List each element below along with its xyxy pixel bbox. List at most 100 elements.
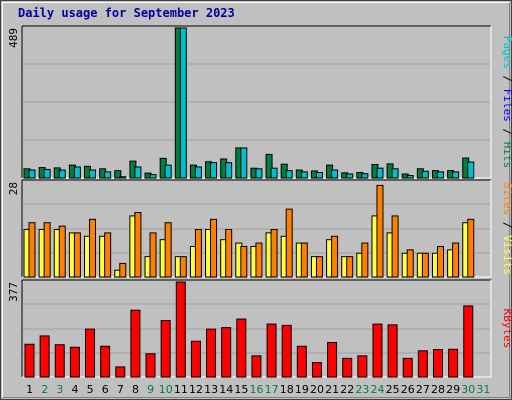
day-label: 30 bbox=[461, 383, 475, 396]
day-label: 5 bbox=[87, 383, 94, 396]
day-label: 22 bbox=[340, 383, 354, 396]
sites-bar bbox=[225, 229, 233, 278]
sites-bar bbox=[421, 252, 429, 278]
sites-bar bbox=[255, 242, 263, 278]
kbytes-bar bbox=[54, 344, 65, 378]
sites-bar bbox=[164, 222, 172, 278]
sites-bar bbox=[270, 229, 278, 278]
sites-bar bbox=[436, 245, 444, 278]
files-bar bbox=[436, 171, 444, 179]
kbytes-bar bbox=[402, 357, 413, 378]
sites-bar bbox=[346, 256, 354, 278]
files-bar bbox=[255, 168, 263, 179]
day-label: 18 bbox=[280, 383, 294, 396]
day-label: 29 bbox=[446, 383, 460, 396]
kbytes-bar bbox=[69, 346, 80, 378]
y-max-label: 28 bbox=[7, 182, 20, 195]
sites-bar bbox=[134, 212, 142, 278]
sites-bar bbox=[391, 215, 399, 278]
files-bar bbox=[28, 169, 36, 179]
files-bar bbox=[240, 147, 248, 179]
kbytes-bar bbox=[296, 345, 307, 378]
kbytes-bar bbox=[221, 327, 232, 378]
files-bar bbox=[89, 169, 97, 179]
kbytes-bar bbox=[175, 281, 186, 378]
sites-bar bbox=[300, 242, 308, 278]
sites-bar bbox=[452, 242, 460, 278]
legend-entry-hits: Hits bbox=[501, 142, 512, 169]
sites-bar bbox=[119, 262, 127, 278]
sites-bar bbox=[285, 208, 293, 278]
kbytes-bar bbox=[281, 324, 292, 378]
kbytes-bar bbox=[130, 309, 141, 378]
day-label: 26 bbox=[401, 383, 415, 396]
y-max-label: 489 bbox=[7, 28, 20, 48]
day-label: 16 bbox=[250, 383, 264, 396]
sites-bar bbox=[179, 256, 187, 278]
legend-separator: / bbox=[501, 122, 512, 142]
kbytes-bar bbox=[357, 355, 368, 378]
day-label: 23 bbox=[355, 383, 369, 396]
files-bar bbox=[134, 166, 142, 179]
legend-entry-files: Files bbox=[501, 89, 512, 122]
sites-bar bbox=[376, 184, 384, 278]
kbytes-bar bbox=[432, 349, 443, 378]
sites-bar bbox=[194, 229, 202, 278]
kbytes-bar bbox=[39, 335, 50, 378]
day-label: 4 bbox=[71, 383, 78, 396]
files-bar bbox=[119, 176, 127, 179]
day-label: 6 bbox=[102, 383, 109, 396]
files-bar bbox=[194, 166, 202, 179]
day-label: 11 bbox=[174, 383, 188, 396]
files-bar bbox=[104, 171, 112, 179]
day-label: 12 bbox=[189, 383, 203, 396]
day-label: 15 bbox=[234, 383, 248, 396]
day-label: 10 bbox=[159, 383, 173, 396]
kbytes-bar bbox=[251, 355, 262, 378]
kbytes-bar bbox=[160, 320, 171, 378]
day-label: 21 bbox=[325, 383, 339, 396]
sites-bar bbox=[89, 218, 97, 278]
day-label: 9 bbox=[147, 383, 154, 396]
day-label: 31 bbox=[476, 383, 490, 396]
day-label: 7 bbox=[117, 383, 124, 396]
sites-bar bbox=[406, 249, 414, 278]
kbytes-bar bbox=[236, 318, 247, 378]
kbytes-bar bbox=[206, 328, 217, 378]
day-label: 1 bbox=[26, 383, 33, 396]
sites-bar bbox=[149, 232, 157, 278]
day-label: 25 bbox=[386, 383, 400, 396]
kbytes-bar bbox=[190, 340, 201, 378]
day-label: 20 bbox=[310, 383, 324, 396]
day-label: 24 bbox=[371, 383, 385, 396]
files-bar bbox=[467, 161, 475, 179]
day-label: 19 bbox=[295, 383, 309, 396]
kbytes-bar bbox=[448, 348, 459, 378]
day-label: 28 bbox=[431, 383, 445, 396]
files-bar bbox=[164, 164, 172, 179]
day-label: 17 bbox=[265, 383, 279, 396]
files-bar bbox=[376, 167, 384, 179]
kbytes-bar bbox=[145, 353, 156, 378]
kbytes-bar bbox=[311, 362, 322, 378]
hits-bar bbox=[265, 153, 273, 179]
day-label: 3 bbox=[56, 383, 63, 396]
sites-bar bbox=[467, 218, 475, 278]
files-bar bbox=[210, 162, 218, 179]
sites-bar bbox=[73, 232, 81, 278]
files-bar bbox=[331, 169, 339, 179]
chart-title: Daily usage for September 2023 bbox=[18, 6, 235, 20]
files-bar bbox=[406, 175, 414, 179]
files-bar bbox=[43, 168, 51, 179]
kbytes-bar bbox=[387, 324, 398, 378]
files-bar bbox=[270, 167, 278, 179]
files-bar bbox=[73, 166, 81, 179]
kbytes-bar bbox=[463, 305, 474, 378]
legend-middle: Sites / Visits bbox=[501, 182, 512, 275]
kbytes-bar bbox=[100, 345, 111, 378]
sites-bar bbox=[331, 235, 339, 278]
files-bar bbox=[391, 168, 399, 179]
files-bar bbox=[179, 27, 187, 179]
